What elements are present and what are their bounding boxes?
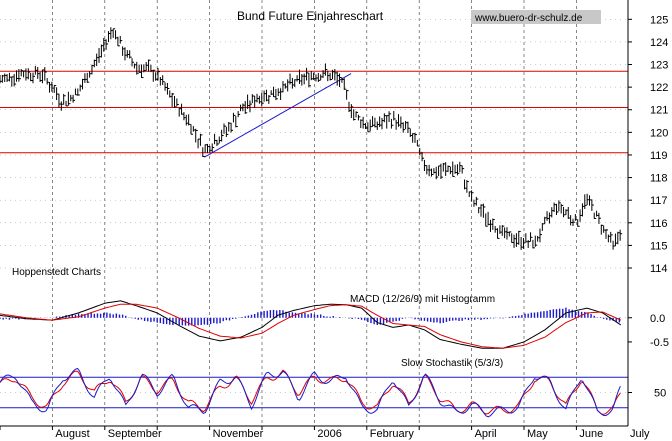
price-tick-label: 121	[650, 105, 668, 117]
price-tick-label: 118	[650, 173, 668, 185]
resistance-lines	[0, 70, 628, 158]
stochastic-panel	[0, 367, 628, 418]
month-label: May	[527, 428, 548, 440]
price-tick-label: 123	[650, 60, 668, 72]
price-series	[0, 27, 623, 250]
price-tick-label: 116	[650, 218, 668, 230]
macd-label: MACD (12/26/9) mit Histogramm	[350, 294, 495, 305]
macd-signal-line	[0, 303, 622, 349]
trend-line	[204, 73, 352, 158]
price-tick-label: 125	[650, 14, 668, 26]
macd-tick-label: -0.5	[650, 337, 669, 349]
month-label: July	[630, 428, 650, 440]
month-label: April	[475, 428, 497, 440]
url-label: www.buero-dr-schulz.de	[474, 13, 583, 24]
chart-title: Bund Future Einjahreschart	[237, 9, 384, 23]
macd-panel	[0, 300, 622, 349]
stochastic-label: Slow Stochastik (5/3/3)	[401, 358, 503, 369]
stoch-tick-label: 50	[654, 388, 666, 400]
month-label: November	[213, 428, 264, 440]
month-label: February	[370, 428, 415, 440]
price-tick-label: 114	[650, 263, 668, 275]
price-tick-label: 120	[650, 127, 668, 139]
price-tick-label: 124	[650, 37, 668, 49]
stoch-k-line	[0, 367, 621, 418]
grid-layer	[0, 0, 628, 426]
month-label: June	[579, 428, 603, 440]
macd-tick-label: 0.0	[650, 313, 665, 325]
month-label: August	[55, 428, 89, 440]
macd-line	[0, 300, 622, 349]
month-label: 2006	[317, 428, 341, 440]
price-tick-label: 115	[650, 240, 668, 252]
source-label: Hoppenstedt Charts	[12, 267, 101, 278]
price-tick-label: 122	[650, 82, 668, 94]
price-tick-label: 119	[650, 150, 668, 162]
url-badge-bg	[471, 10, 601, 24]
price-tick-label: 117	[650, 195, 668, 207]
month-label: September	[108, 428, 162, 440]
